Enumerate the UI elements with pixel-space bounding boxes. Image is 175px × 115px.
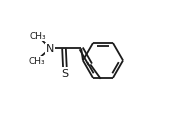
Text: CH₃: CH₃ bbox=[29, 32, 46, 41]
Text: N: N bbox=[46, 44, 54, 54]
Text: S: S bbox=[62, 68, 69, 78]
Text: CH₃: CH₃ bbox=[28, 56, 45, 65]
